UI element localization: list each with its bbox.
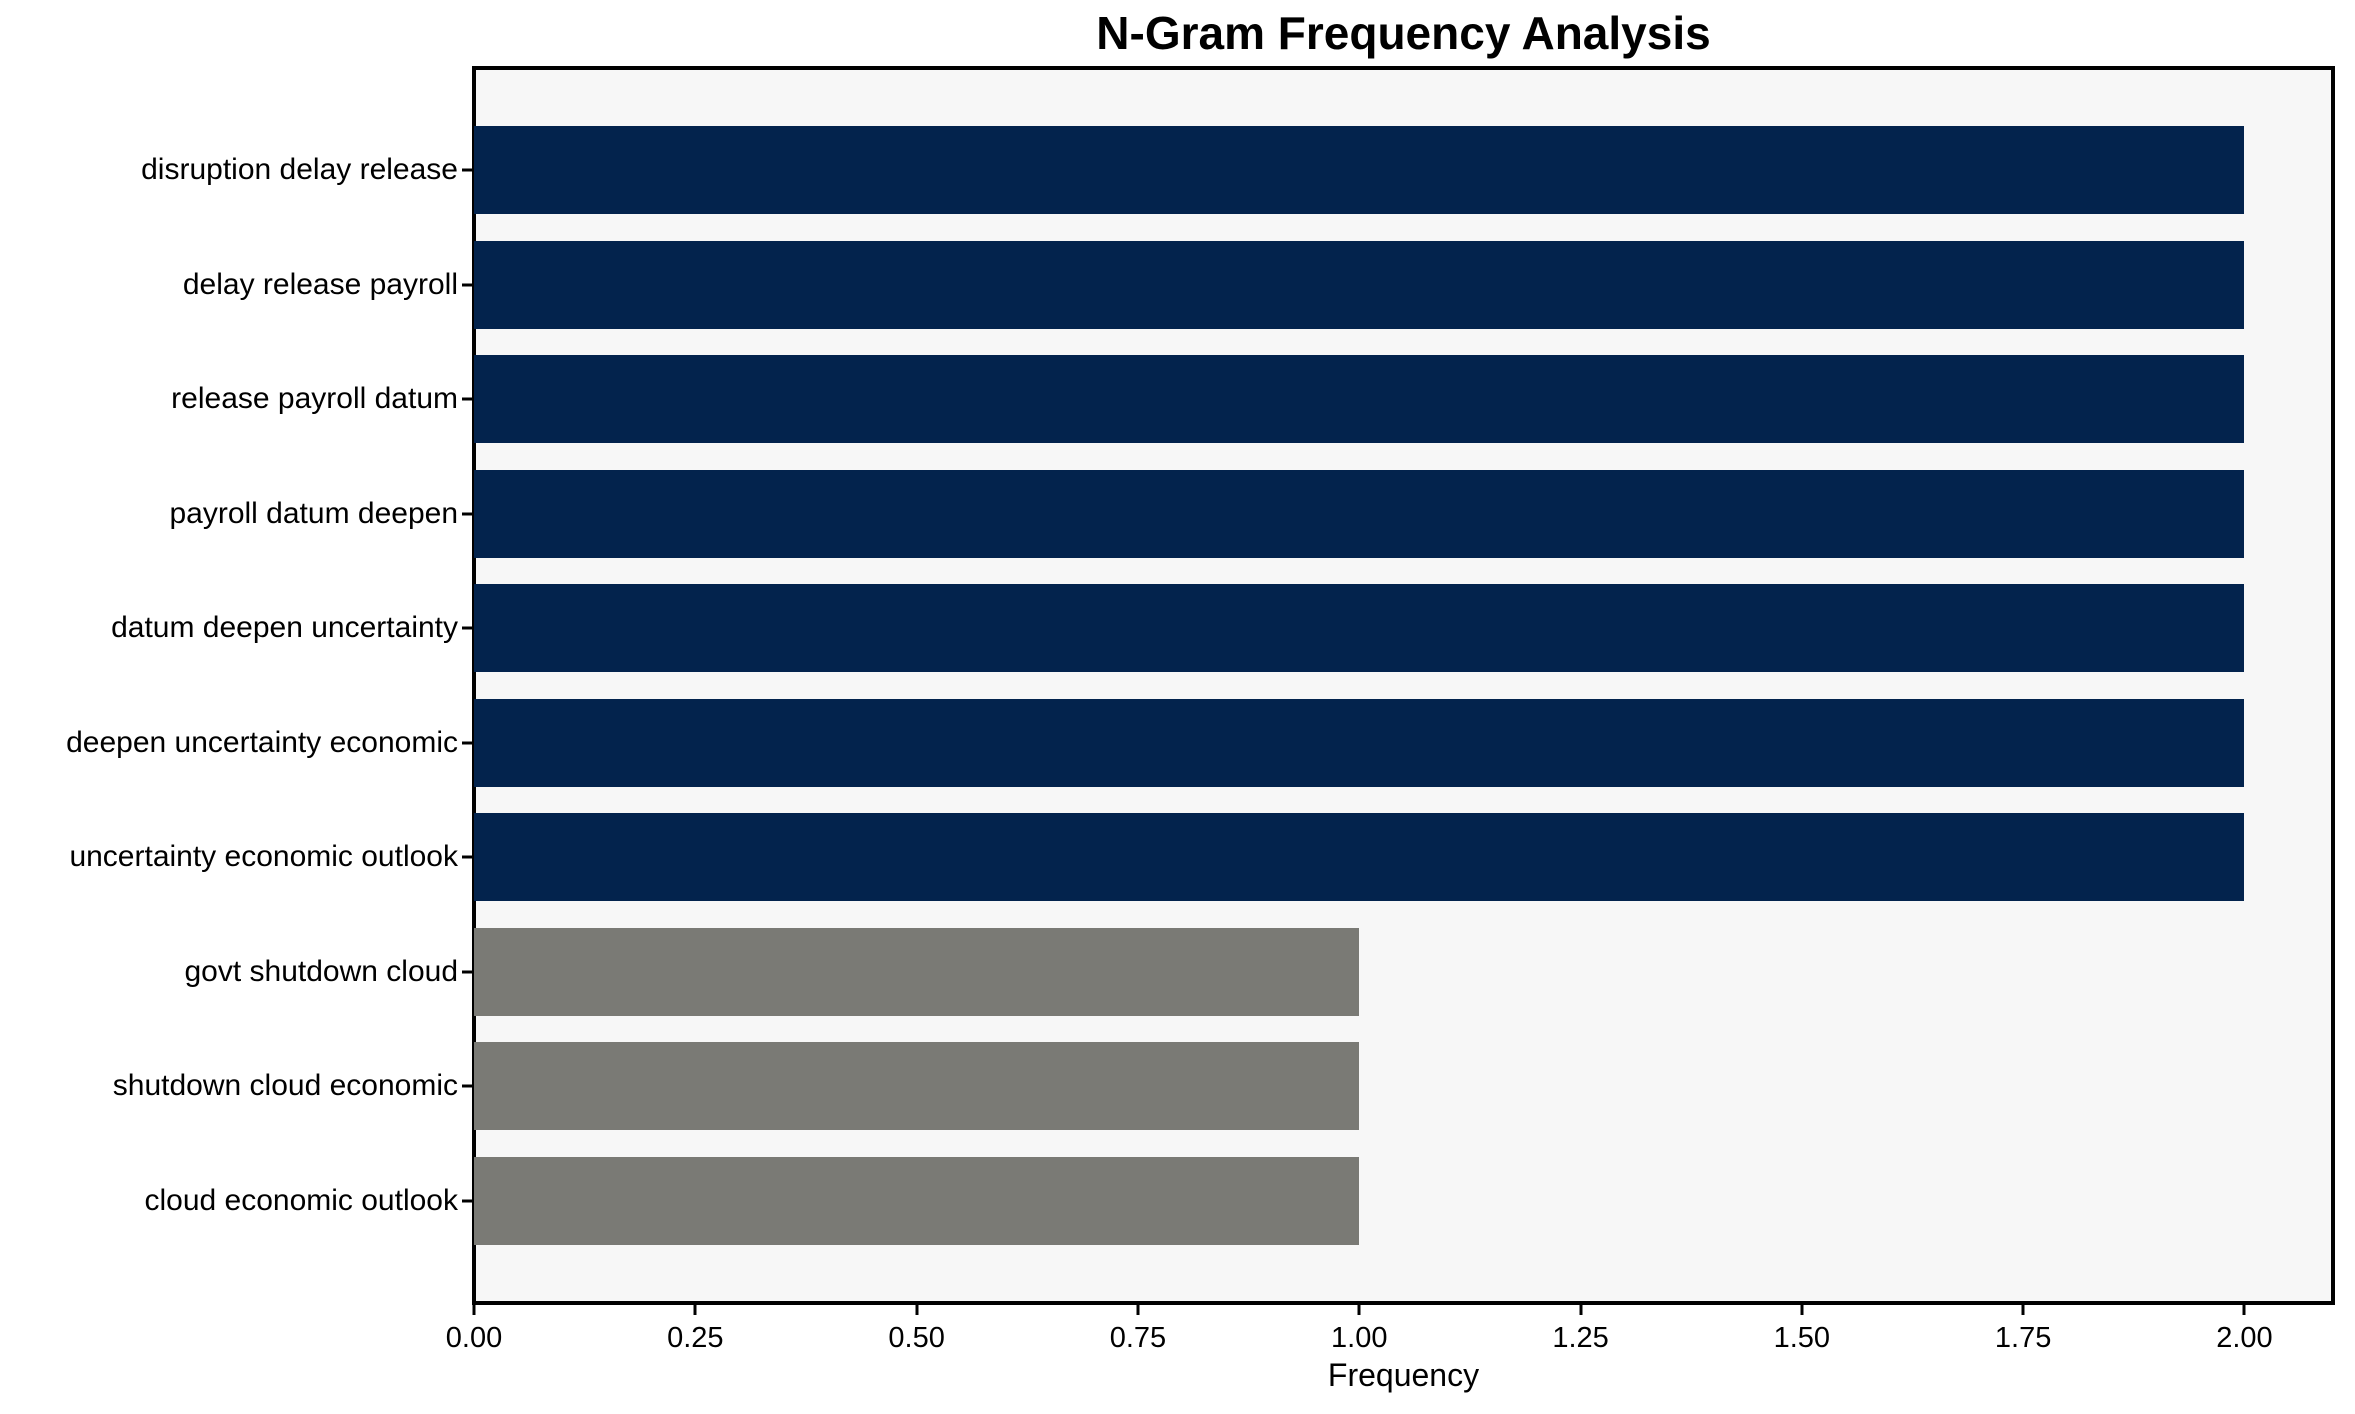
y-tick-mark [462, 626, 474, 630]
x-tick-label: 0.25 [667, 1322, 724, 1354]
x-tick-mark [915, 1303, 919, 1315]
x-tick-mark [472, 1303, 476, 1315]
x-tick-label: 1.50 [1773, 1322, 1831, 1354]
x-tick-label: 0.50 [888, 1322, 945, 1354]
bar [474, 813, 2245, 902]
y-tick-mark [462, 855, 474, 859]
y-tick-label: cloud economic outlook [144, 1184, 458, 1218]
bar [474, 240, 2245, 329]
x-tick-mark [2021, 1303, 2025, 1315]
x-tick-mark [1579, 1303, 1583, 1315]
y-tick-mark [462, 1199, 474, 1203]
bar [474, 584, 2245, 673]
bar [474, 469, 2245, 558]
x-tick-mark [1136, 1303, 1140, 1315]
chart-title: N-Gram Frequency Analysis [1096, 7, 1711, 59]
plot-area: disruption delay release delay release pa… [66, 66, 2335, 1354]
y-tick-mark [462, 741, 474, 745]
bar [474, 698, 2245, 787]
y-tick-mark [462, 397, 474, 401]
y-tick-mark [462, 1084, 474, 1088]
x-tick-label: 1.25 [1552, 1322, 1609, 1354]
y-tick-mark [462, 283, 474, 287]
y-tick-mark [462, 168, 474, 172]
x-tick-label: 0.00 [445, 1322, 503, 1354]
y-tick-label: uncertainty economic outlook [69, 840, 458, 874]
y-tick-mark [462, 512, 474, 516]
x-tick-label: 2.00 [2216, 1322, 2273, 1354]
x-tick-mark [1800, 1303, 1804, 1315]
bar [474, 126, 2245, 214]
y-tick-label: govt shutdown cloud [184, 954, 458, 988]
x-tick-mark [693, 1303, 697, 1315]
x-tick-label: 1.00 [1331, 1322, 1388, 1354]
bar [474, 355, 2245, 444]
y-tick-label: datum deepen uncertainty [111, 611, 458, 645]
y-tick-label: payroll datum deepen [169, 496, 458, 530]
bar [474, 1042, 1360, 1131]
y-tick-label: delay release payroll [182, 267, 458, 301]
x-tick-label: 0.75 [1109, 1322, 1167, 1354]
x-tick-label: 1.75 [1994, 1322, 2052, 1354]
x-tick-mark [2242, 1303, 2246, 1315]
bar [474, 1157, 1360, 1246]
y-tick-mark [462, 970, 474, 974]
y-tick-label: disruption delay release [141, 153, 458, 186]
y-tick-label: release payroll datum [171, 382, 458, 416]
x-axis-label: Frequency [1327, 1357, 1480, 1393]
x-tick-mark [1357, 1303, 1361, 1315]
bar [474, 927, 1360, 1016]
y-tick-label: deepen uncertainty economic [66, 725, 458, 759]
y-tick-label: shutdown cloud economic [112, 1069, 458, 1103]
